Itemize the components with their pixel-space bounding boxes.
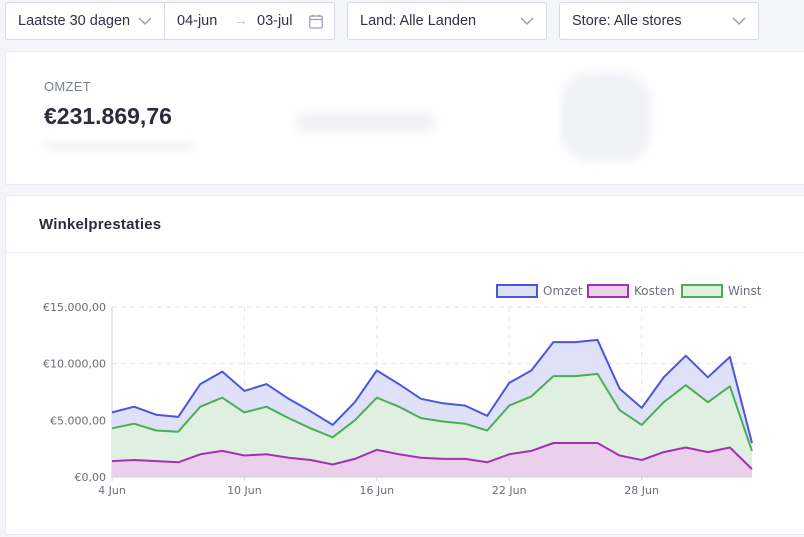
chevron-down-icon bbox=[138, 17, 152, 26]
x-tick-label: 16 Jun bbox=[359, 484, 394, 497]
date-range-picker[interactable]: 04-jun → 03-jul bbox=[164, 2, 335, 40]
revenue-title: OMZET bbox=[44, 79, 91, 94]
legend-swatch-kosten bbox=[587, 284, 629, 298]
blurred-placeholder bbox=[561, 72, 651, 162]
card-title: Winkelprestaties bbox=[39, 216, 162, 233]
card-header: Winkelprestaties bbox=[6, 196, 804, 253]
legend-label-omzet: Omzet bbox=[543, 284, 583, 298]
performance-chart: €0,00 €5.000,00 €10.000,00 €15.000,00 4 Jun 1… bbox=[43, 284, 762, 497]
period-dropdown[interactable]: Laatste 30 dagen bbox=[5, 2, 165, 40]
country-label: Land: Alle Landen bbox=[360, 13, 477, 29]
blurred-placeholder bbox=[44, 142, 194, 150]
chevron-down-icon bbox=[732, 17, 746, 26]
series-line-winst bbox=[111, 372, 753, 452]
store-dropdown[interactable]: Store: Alle stores bbox=[559, 2, 759, 40]
calendar-icon[interactable] bbox=[309, 14, 323, 29]
legend-swatch-winst bbox=[681, 284, 723, 298]
y-tick-label: €10.000,00 bbox=[43, 358, 106, 371]
filter-bar: Laatste 30 dagen 04-jun → 03-jul Land: A… bbox=[0, 0, 804, 46]
blurred-placeholder bbox=[296, 112, 436, 132]
revenue-value: €231.869,76 bbox=[44, 103, 172, 129]
series-area-kosten bbox=[112, 443, 752, 477]
x-tick-label: 22 Jun bbox=[492, 484, 527, 497]
y-tick-label: €0,00 bbox=[75, 471, 107, 484]
store-performance-card: Winkelprestaties €0,00 €5.000,00 €10.000,0… bbox=[5, 195, 804, 535]
store-label: Store: Alle stores bbox=[572, 13, 682, 29]
chevron-down-icon bbox=[520, 17, 534, 26]
legend-label-winst: Winst bbox=[728, 284, 762, 298]
series-line-kosten bbox=[111, 442, 753, 470]
legend-swatch-omzet bbox=[496, 284, 538, 298]
x-tick-label: 28 Jun bbox=[624, 484, 659, 497]
date-to[interactable]: 03-jul bbox=[257, 13, 293, 29]
country-dropdown[interactable]: Land: Alle Landen bbox=[347, 2, 547, 40]
date-from[interactable]: 04-jun bbox=[177, 13, 218, 29]
x-tick-label: 4 Jun bbox=[98, 484, 126, 497]
y-tick-label: €5.000,00 bbox=[50, 414, 106, 427]
period-label: Laatste 30 dagen bbox=[18, 13, 131, 29]
x-tick-label: 10 Jun bbox=[227, 484, 262, 497]
legend-label-kosten: Kosten bbox=[634, 284, 675, 298]
date-range-arrow: → bbox=[234, 12, 248, 28]
series-line-omzet bbox=[111, 338, 753, 444]
revenue-card: OMZET €231.869,76 bbox=[5, 51, 804, 185]
y-tick-label: €15.000,00 bbox=[43, 301, 106, 314]
